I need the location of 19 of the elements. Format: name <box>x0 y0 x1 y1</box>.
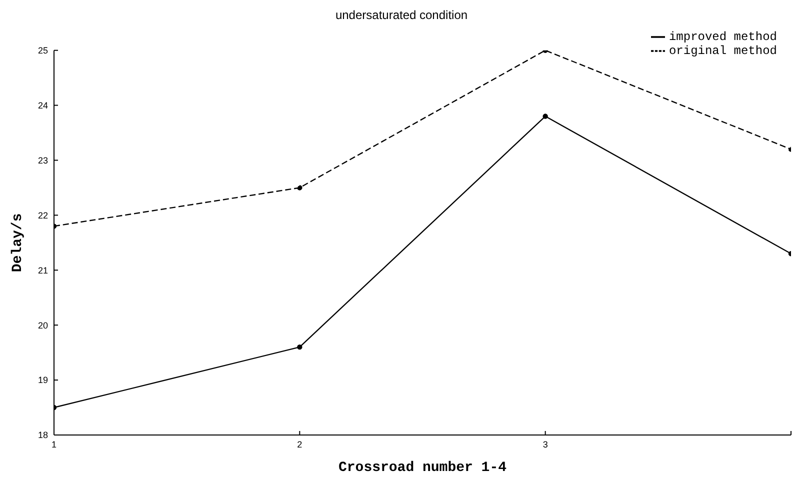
x-tick-label: 2 <box>297 439 302 450</box>
y-tick-label: 18 <box>38 430 48 440</box>
point <box>542 114 548 119</box>
point <box>297 185 302 190</box>
y-tick-label: 22 <box>38 210 48 220</box>
x-tick-label: 1 <box>51 439 57 450</box>
y-tick-label: 25 <box>38 46 48 56</box>
x-axis-title: Crossroad number 1-4 <box>338 460 507 476</box>
point <box>297 344 302 350</box>
y-tick-label: 21 <box>38 265 48 276</box>
y-tick-label: 19 <box>38 375 48 386</box>
y-tick-label: 20 <box>38 320 48 330</box>
chart-title: undersaturated condition <box>334 8 469 22</box>
y-tick-label: 23 <box>38 155 48 166</box>
y-axis-title: Delay/s <box>10 213 26 272</box>
legend-label: improved method <box>668 30 777 44</box>
legend-label: original method <box>668 44 777 58</box>
x-tick-label: 3 <box>542 439 548 450</box>
y-tick-label: 24 <box>38 100 48 110</box>
